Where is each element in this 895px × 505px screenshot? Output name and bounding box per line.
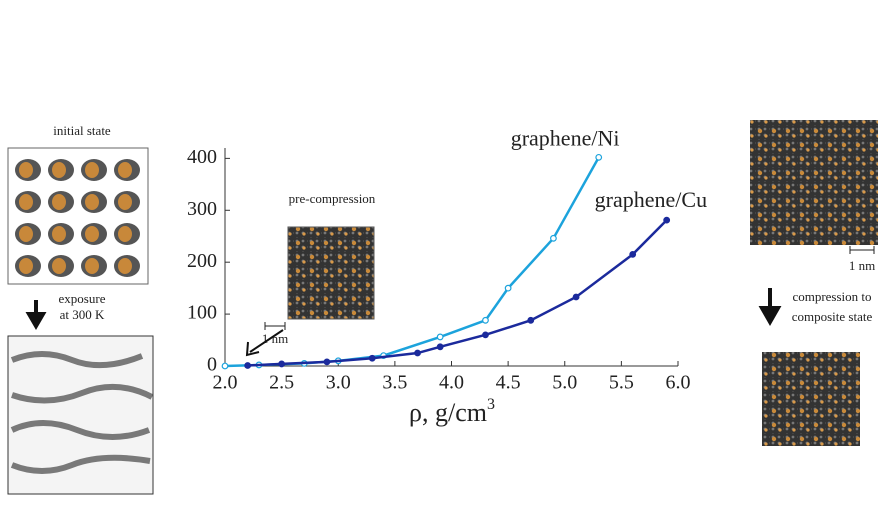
y-tick-label: 100 — [187, 302, 217, 324]
cylinder-core — [19, 162, 33, 178]
cylinder-core — [118, 162, 132, 178]
cylinder-core — [118, 226, 132, 242]
cylinder-core — [85, 226, 99, 242]
arrow — [245, 329, 284, 357]
data-point — [278, 360, 286, 368]
label: exposure — [59, 291, 106, 306]
x-tick-label: 5.0 — [552, 372, 577, 394]
cylinder-core — [52, 226, 66, 242]
scale-bar — [849, 246, 875, 254]
x-tick-label: 3.0 — [326, 372, 351, 394]
initial-structure — [7, 147, 149, 285]
arrow — [25, 300, 47, 330]
x-axis-label: ρ, g/cm3 — [409, 396, 495, 427]
y-tick-label: 400 — [187, 146, 217, 168]
cylinder-core — [85, 258, 99, 274]
data-point — [368, 354, 376, 362]
exposed-structure — [7, 335, 154, 495]
data-point — [595, 153, 603, 161]
label: composite state — [792, 309, 873, 324]
cylinder-core — [19, 194, 33, 210]
x-tick-label: 2.0 — [213, 372, 238, 394]
label: compression to — [792, 289, 871, 304]
data-point — [629, 251, 637, 258]
compressed-image — [750, 120, 878, 245]
chart: 0 100 200 300 400 2.0 2.5 3.0 3.5 4.0 4.5 5.0 5.5 6.0… — [187, 125, 707, 427]
label: pre-compression — [289, 191, 376, 206]
x-tick-label: 3.5 — [382, 372, 407, 394]
cylinder-core — [85, 194, 99, 210]
cylinder-core — [52, 194, 66, 210]
data-point — [221, 362, 229, 370]
data-point — [482, 331, 489, 339]
scale-bar — [264, 322, 286, 330]
data-point — [527, 316, 535, 324]
label: at 300 K — [60, 307, 105, 322]
cylinder-core — [52, 162, 66, 178]
series-label: graphene/Ni — [511, 125, 620, 150]
x-axis-label-sup: 3 — [487, 396, 495, 413]
data-point — [504, 284, 512, 292]
data-point — [572, 293, 580, 301]
data-point — [436, 333, 444, 341]
y-tick-label: 200 — [187, 250, 217, 272]
composite-image — [762, 352, 860, 446]
y-tick-label: 300 — [187, 198, 217, 220]
data-point — [244, 362, 252, 369]
label: initial state — [53, 123, 111, 138]
data-point — [436, 343, 444, 351]
x-tick-label: 4.0 — [439, 372, 464, 394]
arrow — [758, 288, 782, 327]
cylinder-core — [85, 162, 99, 178]
inset-image — [287, 226, 375, 320]
data-point — [323, 358, 331, 366]
x-tick-label: 2.5 — [269, 372, 294, 394]
scale-label: 1 nm — [262, 331, 288, 346]
cylinder-core — [19, 226, 33, 242]
cylinder-core — [118, 258, 132, 274]
cylinder-core — [52, 258, 66, 274]
data-point — [482, 316, 489, 324]
x-tick-label: 6.0 — [666, 372, 691, 394]
cylinder-core — [19, 258, 33, 274]
y-tick-label: 0 — [207, 354, 217, 376]
data-point — [550, 234, 557, 242]
x-tick-label: 4.5 — [496, 372, 521, 394]
cylinder-core — [118, 194, 132, 210]
x-tick-label: 5.5 — [609, 372, 634, 394]
data-point — [663, 216, 671, 224]
scale-label: 1 nm — [849, 258, 875, 273]
x-axis-label-text: ρ, g/cm — [409, 398, 487, 427]
series-label: graphene/Cu — [595, 187, 707, 212]
data-point — [414, 349, 421, 357]
